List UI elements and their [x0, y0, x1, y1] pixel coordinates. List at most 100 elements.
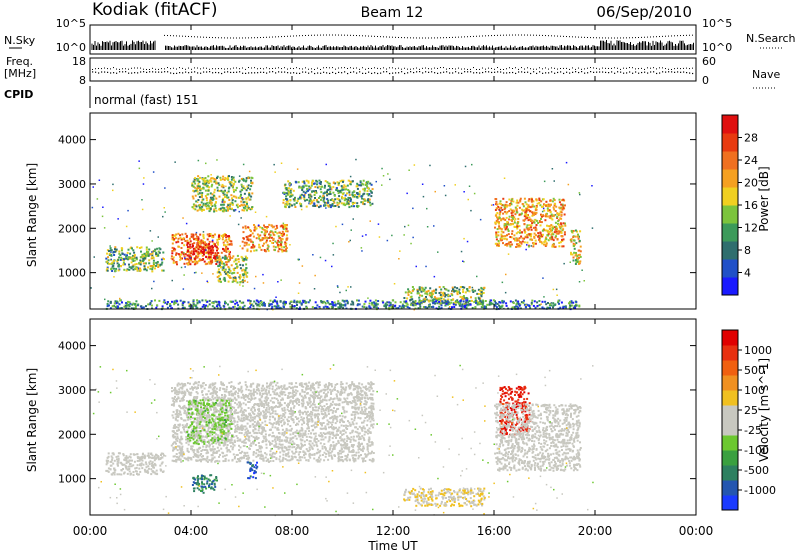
- power-cell: [142, 306, 145, 309]
- power-cell: [156, 261, 159, 263]
- power-speck: [149, 230, 152, 232]
- power-cell: [218, 208, 221, 211]
- power-speck: [375, 180, 377, 183]
- freq-dot: [107, 71, 109, 73]
- power-cell: [494, 301, 497, 304]
- power-cell: [364, 184, 367, 186]
- power-cell: [530, 233, 533, 236]
- nsearch-dot: [362, 35, 363, 37]
- power-cell: [509, 236, 512, 238]
- power-cell: [555, 225, 558, 228]
- vel-cell: [257, 429, 260, 432]
- power-speck: [309, 187, 311, 189]
- nsearch-dot: [674, 35, 675, 37]
- power-speck: [578, 192, 581, 194]
- power-speck: [324, 259, 327, 262]
- vel-cell: [145, 466, 148, 469]
- freq-dot: [164, 71, 166, 73]
- power-cell: [215, 246, 218, 249]
- vel-cell: [352, 435, 355, 438]
- power-cell: [205, 197, 208, 199]
- power-cell: [337, 300, 340, 303]
- power-cell: [519, 307, 522, 310]
- vel-cell: [262, 457, 265, 460]
- power-cell: [270, 303, 273, 306]
- vel-cell: [124, 465, 127, 467]
- vel-cell: [368, 417, 371, 420]
- power-cell: [193, 263, 196, 266]
- power-cell: [297, 197, 300, 200]
- power-cell: [575, 252, 577, 254]
- nsearch-dot: [272, 36, 273, 38]
- power-speck: [591, 227, 594, 229]
- vel-cell: [163, 454, 165, 457]
- power-cell: [252, 305, 255, 308]
- power-cell: [211, 301, 214, 304]
- power-cell: [142, 255, 145, 258]
- power-cell: [191, 260, 194, 263]
- power-cell: [195, 250, 198, 253]
- power-cell: [552, 306, 554, 309]
- power-cell: [282, 305, 285, 308]
- nave-dot: [506, 68, 507, 70]
- power-cell: [265, 236, 268, 239]
- power-cell: [169, 303, 172, 305]
- freq-dot: [332, 71, 334, 74]
- power-cell: [171, 242, 174, 245]
- power-cell: [176, 263, 178, 266]
- power-cell: [406, 306, 409, 309]
- vel-cell: [274, 452, 276, 455]
- power-cell: [314, 186, 317, 188]
- vel-cell: [111, 452, 114, 455]
- power-cell: [261, 228, 264, 231]
- freq-dot: [566, 71, 568, 73]
- power-cell: [509, 223, 512, 226]
- freq-dot: [533, 71, 535, 73]
- power-cell: [326, 193, 329, 195]
- power-cell: [320, 181, 322, 183]
- nave-dot: [197, 67, 198, 69]
- power-cell: [208, 303, 211, 306]
- power-cell: [228, 250, 231, 253]
- vel-cell: [129, 462, 132, 465]
- power-speck: [335, 225, 337, 228]
- power-cell: [511, 232, 513, 235]
- power-cell: [226, 241, 229, 244]
- power-cell: [247, 196, 250, 199]
- power-cell: [173, 300, 176, 303]
- power-cell: [496, 243, 499, 246]
- nave-dot: [119, 68, 120, 70]
- power-speck: [523, 220, 526, 222]
- power-cell: [221, 199, 224, 202]
- nsearch-dot: [614, 37, 615, 39]
- freq-dot: [515, 72, 517, 75]
- power-cell: [118, 250, 121, 253]
- power-speck: [443, 185, 446, 187]
- power-cell: [440, 288, 443, 291]
- power-cell: [259, 226, 262, 229]
- power-cell: [214, 252, 217, 255]
- power-speck: [444, 194, 447, 197]
- power-speck: [526, 244, 528, 246]
- power-cell: [179, 236, 182, 239]
- power-cell: [284, 303, 286, 306]
- power-cell: [418, 303, 421, 306]
- power-cell: [200, 245, 203, 248]
- nsearch-dot: [596, 37, 597, 39]
- nsearch-dot: [212, 37, 213, 39]
- vel-cell: [344, 431, 347, 434]
- power-cell: [213, 256, 216, 258]
- nave-dot: [425, 67, 426, 69]
- power-cell: [349, 197, 352, 200]
- power-speck: [234, 267, 236, 269]
- power-cell: [416, 302, 419, 305]
- power-speck: [138, 167, 141, 170]
- nave-dot: [473, 67, 474, 69]
- power-cell: [239, 275, 242, 278]
- power-cell: [461, 286, 464, 288]
- power-cell: [407, 294, 410, 296]
- power-cell: [346, 192, 348, 195]
- power-cell: [465, 304, 468, 307]
- power-cell: [149, 302, 152, 304]
- power-cell: [359, 184, 361, 187]
